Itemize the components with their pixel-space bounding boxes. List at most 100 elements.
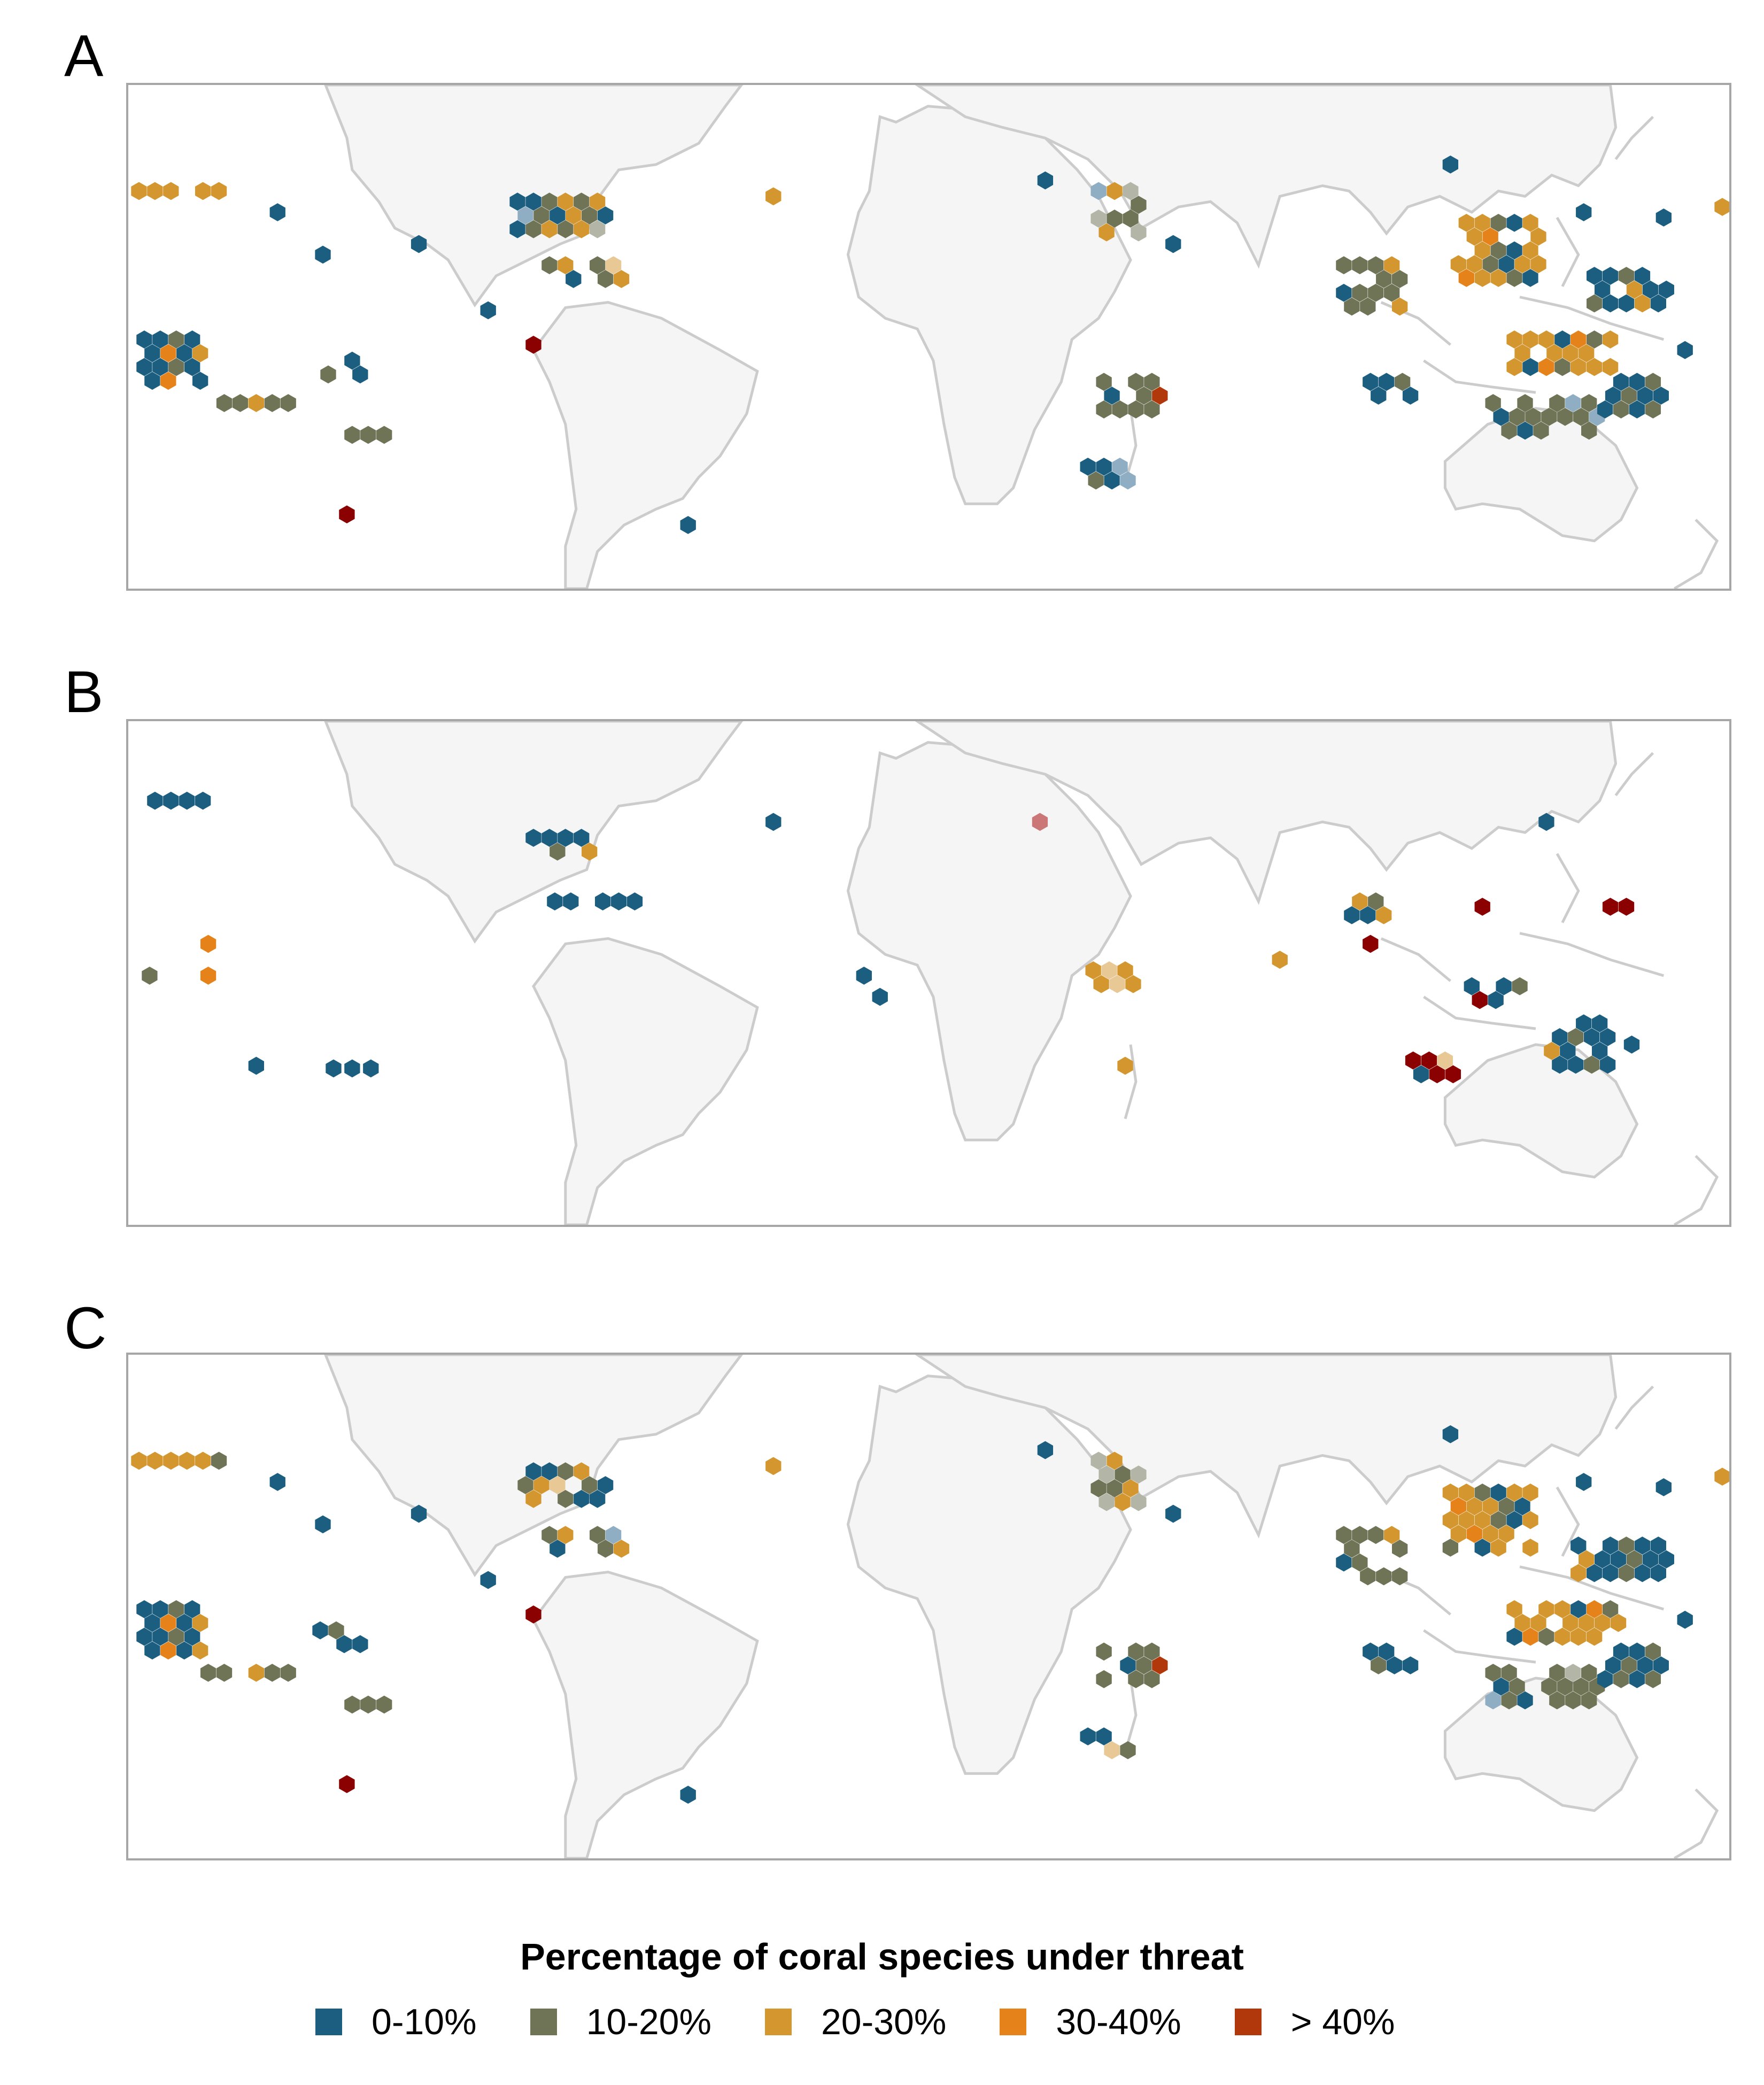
threat-hex [566, 270, 582, 288]
legend-item-over-40: > 40% [1234, 2001, 1427, 2043]
threat-hex [1538, 330, 1554, 349]
threat-hex [509, 192, 525, 211]
threat-hex [144, 1641, 160, 1660]
threat-hex [411, 235, 427, 253]
threat-hex [1573, 407, 1589, 426]
threat-hex [1501, 1664, 1517, 1682]
threat-hex [1517, 421, 1533, 440]
threat-hex [1522, 213, 1538, 232]
threat-hex [376, 1695, 392, 1714]
threat-hex [1128, 1670, 1144, 1688]
threat-hex [1482, 255, 1498, 274]
threat-hex [1496, 977, 1512, 995]
map-svg-c [131, 1355, 1729, 1858]
threat-hex [136, 358, 152, 376]
threat-hex [1096, 1670, 1112, 1688]
legend-label: 10-20% [586, 2002, 711, 2042]
threat-hex [589, 220, 606, 238]
threat-hex [1104, 471, 1120, 490]
threat-hex [131, 1451, 147, 1470]
threat-hex [1125, 975, 1141, 993]
threat-hex [269, 203, 285, 221]
threat-hex [195, 791, 211, 810]
threat-hex [582, 843, 598, 861]
threat-hex [1525, 407, 1541, 426]
threat-hex [1391, 297, 1408, 316]
threat-hex [1618, 898, 1635, 916]
threat-hex [1466, 1497, 1482, 1516]
landmass [846, 105, 1132, 505]
threat-hex [1602, 267, 1619, 285]
threat-hex [1107, 182, 1123, 200]
threat-hex [168, 1627, 184, 1646]
threat-hex [1450, 1497, 1467, 1516]
threat-hex [1344, 906, 1360, 924]
threat-hex [525, 1462, 541, 1481]
threat-hex [1602, 1536, 1619, 1555]
threat-hex [525, 220, 541, 238]
threat-hex [1093, 975, 1109, 993]
threat-hex [1466, 227, 1482, 246]
island-coastline [1673, 519, 1719, 589]
threat-hex [589, 192, 606, 211]
threat-hex [216, 394, 233, 412]
threat-hex [1144, 1670, 1160, 1688]
map-svg-b [142, 721, 1719, 1225]
threat-hex [541, 220, 558, 238]
threat-hex [1538, 358, 1554, 376]
landmass [532, 1571, 759, 1858]
threat-hex [1115, 1465, 1131, 1484]
threat-hex [541, 1526, 558, 1544]
threat-hex [1096, 1642, 1112, 1661]
threat-hex [574, 829, 590, 847]
threat-hex [1131, 196, 1147, 214]
landmass [915, 1355, 1618, 1539]
threat-hex [1128, 1642, 1144, 1661]
threat-hex [152, 1627, 168, 1646]
threat-hex [1128, 373, 1144, 391]
threat-hex [1144, 1642, 1160, 1661]
threat-hex [1509, 1677, 1525, 1696]
threat-hex [1493, 1677, 1509, 1696]
legend-swatch [315, 2009, 342, 2035]
legend-item-10-20: 10-20% [530, 2001, 744, 2043]
threat-hex [1587, 330, 1603, 349]
threat-hex [1379, 373, 1395, 391]
threat-hex [1584, 1055, 1600, 1074]
island-coastline [1423, 1629, 1536, 1664]
island-coastline [1423, 359, 1536, 394]
threat-hex [1498, 255, 1514, 274]
threat-hex [1352, 1553, 1368, 1572]
threat-hex [1599, 1028, 1616, 1046]
threat-hex [1442, 1425, 1459, 1443]
threat-hex [1152, 387, 1168, 405]
threat-hex [344, 351, 360, 370]
threat-hex [1549, 1664, 1565, 1682]
threat-hex [1506, 1627, 1522, 1646]
threat-hex [1568, 1028, 1584, 1046]
threat-hex [680, 1786, 696, 1804]
threat-hex [525, 1605, 541, 1624]
threat-hex [1096, 458, 1112, 476]
threat-hex [1602, 358, 1619, 376]
threat-hex [1391, 270, 1408, 288]
threat-hex [1482, 1525, 1498, 1543]
threat-hex [160, 1613, 176, 1632]
threat-hex [1634, 294, 1651, 313]
legend: 0-10% 10-20% 20-30% 30-40% > 40% [315, 2001, 1448, 2043]
threat-hex [179, 1451, 195, 1470]
threat-hex [176, 1641, 192, 1660]
threat-hex [1613, 1670, 1629, 1688]
threat-hex [1549, 1691, 1565, 1710]
threat-hex [328, 1621, 344, 1640]
threat-hex [1613, 1642, 1629, 1661]
threat-hex [248, 1664, 265, 1682]
threat-hex [1405, 1051, 1421, 1070]
threat-hex [765, 1457, 782, 1476]
threat-hex [1437, 1051, 1453, 1070]
threat-hex [1565, 394, 1581, 412]
threat-hex [1391, 1567, 1408, 1586]
landmass [846, 741, 1132, 1141]
threat-hex [1560, 1041, 1576, 1060]
threat-hex [558, 256, 574, 274]
